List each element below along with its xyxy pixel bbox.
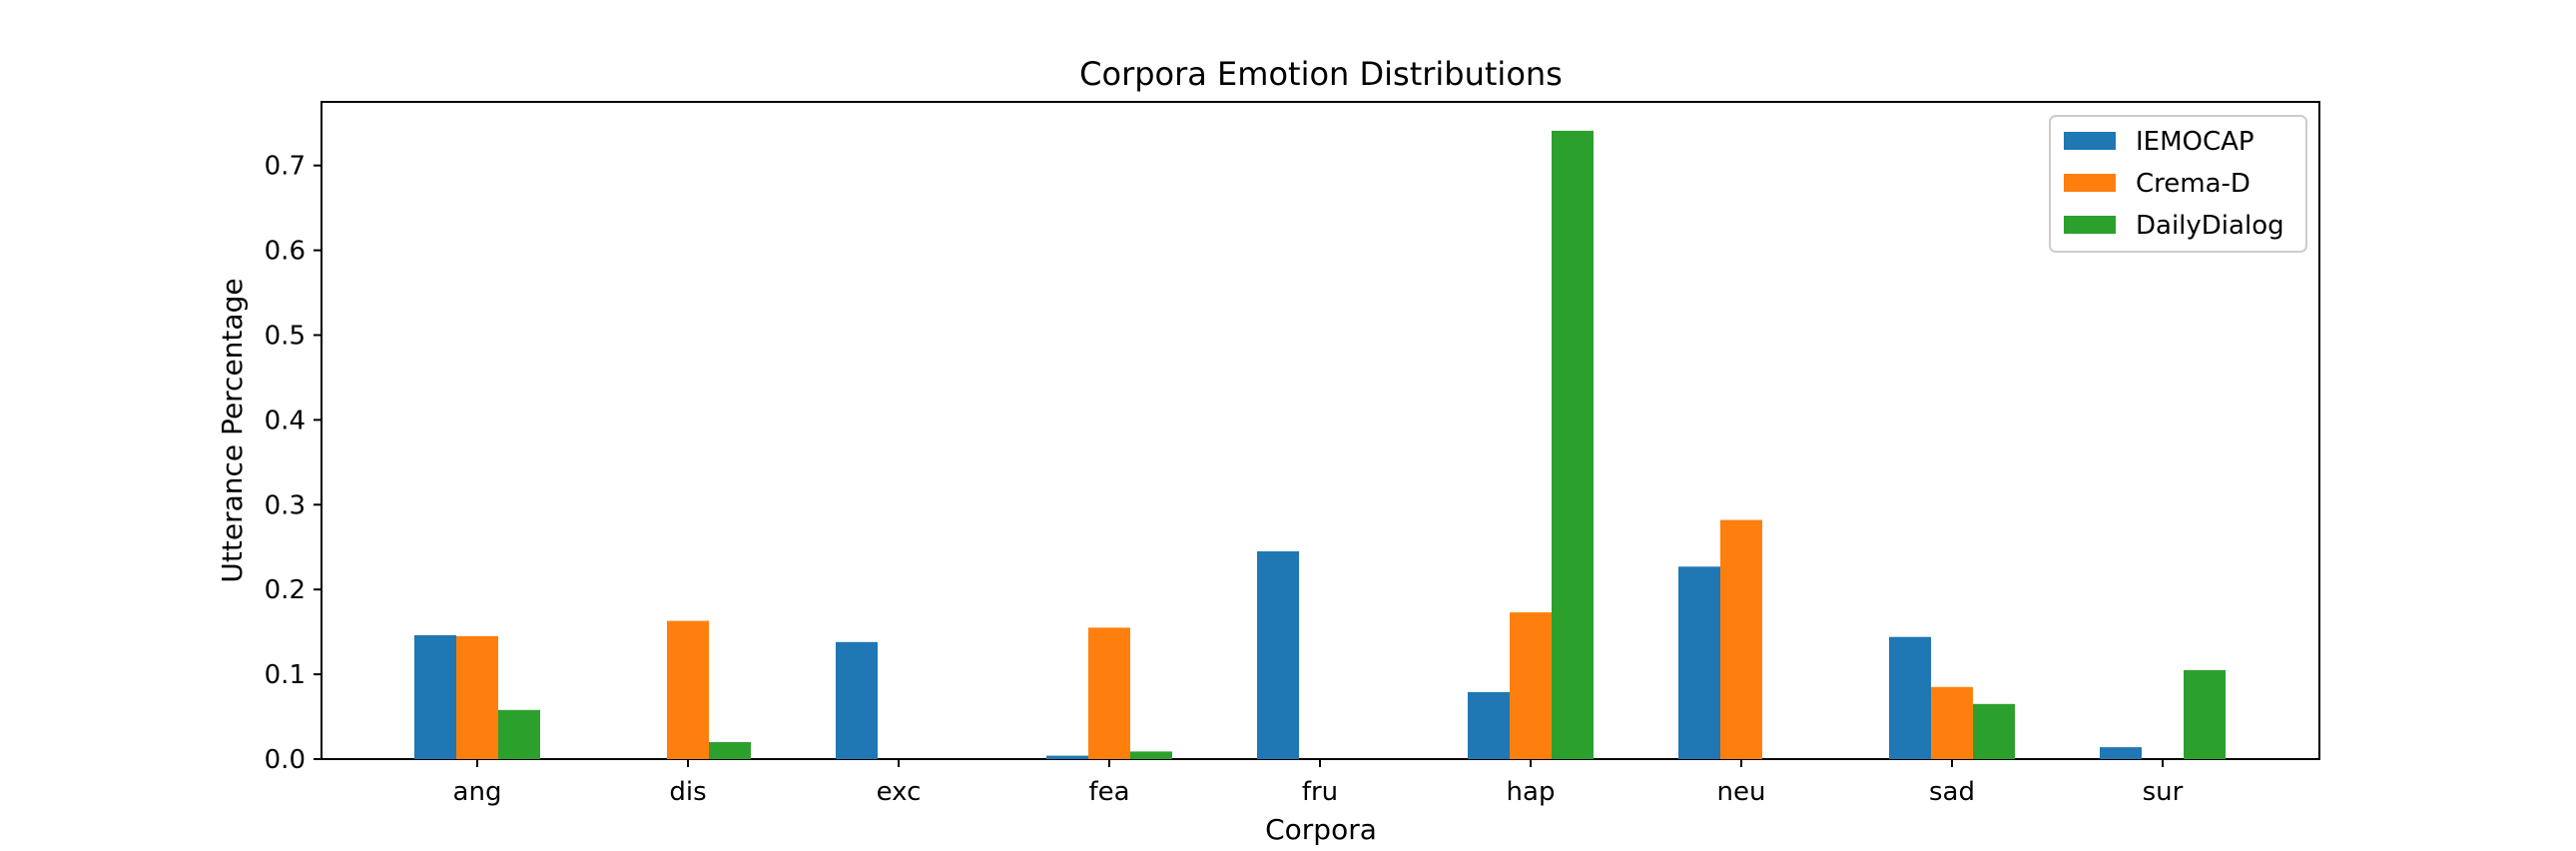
y-tick-label: 0.6 [265, 237, 306, 267]
bar-crema-d-ang [456, 635, 498, 759]
bar-crema-d-neu [1720, 519, 1762, 759]
y-ticks: 0.0 0.1 0.2 0.3 0.4 0.5 0.6 0.7 [265, 152, 322, 775]
y-tick-label: 0.3 [265, 490, 306, 520]
legend-label-crema-d: Crema-D [2136, 169, 2251, 199]
x-tick-label: fea [1088, 777, 1129, 807]
bar-iemocap-ang [414, 635, 456, 759]
bar-iemocap-fea [1046, 755, 1088, 759]
bar-dailydialog-sad [1973, 703, 2015, 759]
bar-dailydialog-sur [2184, 669, 2226, 759]
bar-dailydialog-fea [1130, 751, 1172, 759]
chart-title: Corpora Emotion Distributions [1079, 55, 1563, 93]
legend-swatch-iemocap [2064, 132, 2116, 150]
bar-crema-d-hap [1510, 612, 1552, 759]
bar-dailydialog-dis [709, 742, 751, 759]
legend-swatch-dailydialog [2064, 216, 2116, 234]
legend-swatch-crema-d [2064, 174, 2116, 192]
x-tick-label: ang [453, 777, 502, 807]
bar-crema-d-dis [667, 620, 709, 759]
bar-crema-d-fea [1088, 627, 1130, 759]
y-tick-label: 0.5 [265, 321, 306, 351]
bar-iemocap-sad [1889, 636, 1931, 759]
x-tick-label: sad [1929, 777, 1975, 807]
bar-iemocap-sur [2100, 747, 2142, 759]
x-tick-label: sur [2143, 777, 2184, 807]
bar-iemocap-neu [1678, 566, 1720, 759]
bar-crema-d-sad [1931, 686, 1973, 759]
y-tick-label: 0.4 [265, 406, 306, 435]
legend: IEMOCAP Crema-D DailyDialog [2049, 115, 2307, 253]
plot-frame [321, 101, 2320, 760]
legend-label-iemocap: IEMOCAP [2136, 127, 2254, 157]
x-tick-label: dis [669, 777, 706, 807]
x-tick-label: exc [877, 777, 922, 807]
legend-label-dailydialog: DailyDialog [2136, 211, 2284, 241]
x-ticks: ang dis exc fea fru hap neu sad sur [453, 759, 2184, 807]
y-tick-label: 0.0 [265, 745, 306, 775]
x-tick-label: fru [1302, 777, 1338, 807]
bar-iemocap-hap [1468, 691, 1510, 759]
bar-iemocap-fru [1257, 551, 1299, 759]
x-tick-label: hap [1507, 777, 1556, 807]
bar-dailydialog-ang [498, 709, 540, 759]
bar-dailydialog-hap [1552, 130, 1594, 759]
x-axis-label: Corpora [1265, 813, 1377, 846]
y-axis-label: Utterance Percentage [216, 278, 249, 582]
y-tick-label: 0.2 [265, 575, 306, 605]
y-tick-label: 0.7 [265, 152, 306, 182]
y-tick-label: 0.1 [265, 660, 306, 690]
x-tick-label: neu [1717, 777, 1766, 807]
bars-group [414, 130, 2226, 759]
bar-iemocap-exc [836, 641, 878, 759]
